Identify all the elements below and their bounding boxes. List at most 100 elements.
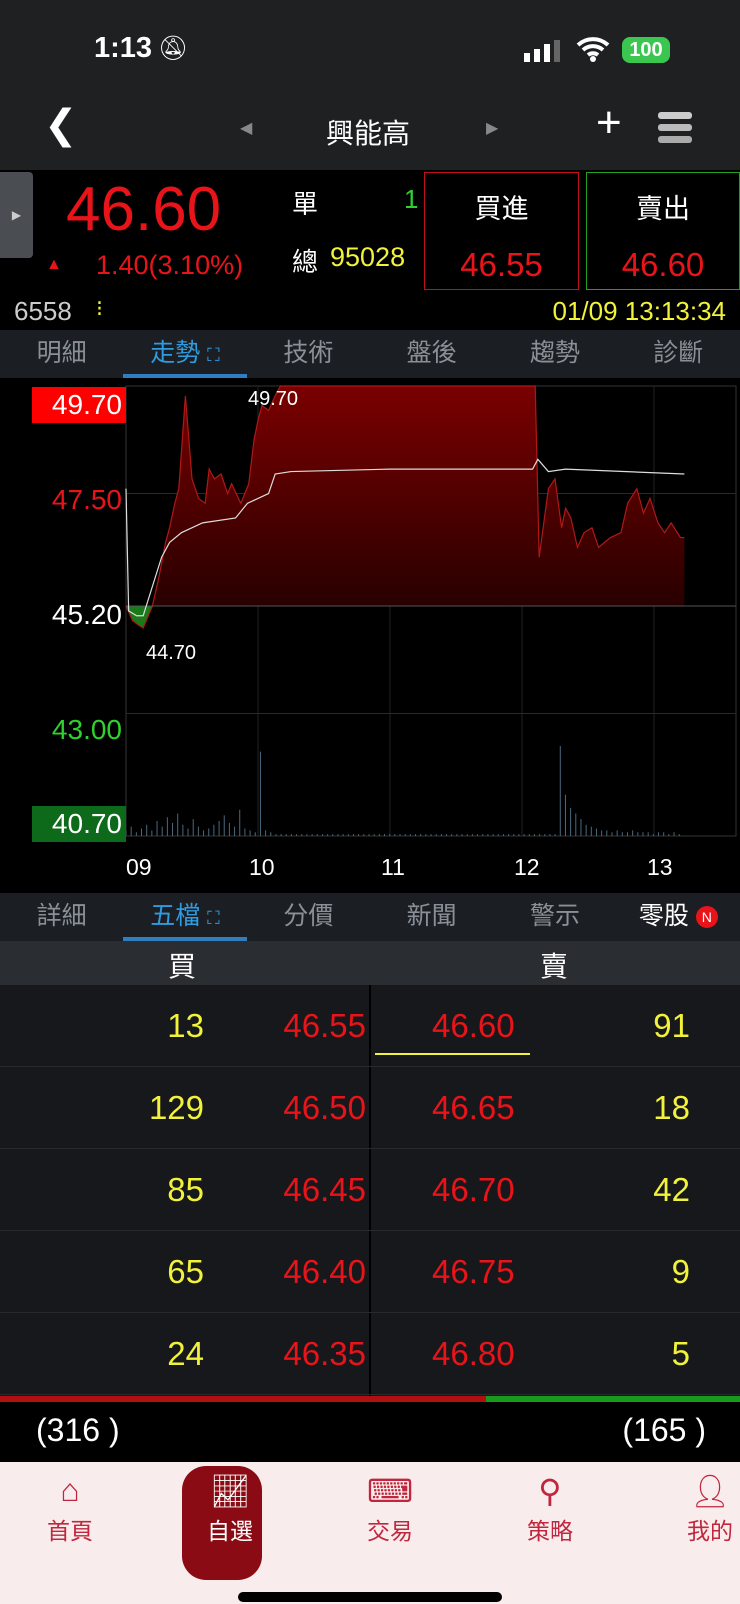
tab-details[interactable]: 詳細 — [36, 902, 87, 930]
back-icon[interactable]: ❮ — [44, 103, 78, 147]
x-tick: 11 — [381, 854, 405, 880]
y-tick: 47.50 — [51, 484, 122, 515]
total-volume: 95028 — [330, 242, 406, 272]
buy-header: 買 — [168, 951, 197, 982]
y-tick-limit-up: 49.70 — [32, 387, 126, 423]
nav-item[interactable]: ⌨ 交易 — [340, 1472, 440, 1546]
code-row: 6558 ⁝ 01/09 13:13:34 — [0, 294, 740, 330]
sell-price[interactable]: 46.80 — [432, 1335, 515, 1372]
nav-label: 策略 — [527, 1518, 573, 1544]
order-book-row: 129 46.50 46.65 18 — [0, 1067, 740, 1149]
tab-odd-lot-label: 零股 — [638, 902, 689, 930]
x-tick: 12 — [514, 854, 540, 880]
nav-item[interactable]: ⚲ 策略 — [500, 1472, 600, 1546]
sell-button[interactable]: 賣出 46.60 — [586, 172, 740, 290]
buy-label: 買進 — [474, 194, 529, 224]
tab-alerts[interactable]: 警示 — [529, 902, 580, 930]
nav-item[interactable]: ⌂ 首頁 — [20, 1472, 120, 1546]
bottom-nav — [0, 1462, 740, 1604]
tab-trend-analysis[interactable]: 趨勢 — [529, 339, 580, 367]
price-area-up — [126, 386, 685, 606]
x-tick: 10 — [249, 854, 275, 880]
menu-icon[interactable] — [658, 112, 692, 143]
buy-price[interactable]: 46.40 — [283, 1253, 366, 1290]
sell-price[interactable]: 46.65 — [432, 1089, 515, 1126]
buy-price[interactable]: 46.35 — [283, 1335, 366, 1372]
intraday-chart[interactable]: 49.70 47.50 45.20 43.00 40.70 49.70 44.7… — [0, 380, 740, 890]
clock: 1:13 — [94, 32, 153, 64]
fullscreen-icon[interactable]: ⛶ — [207, 345, 220, 365]
tab-after-hours[interactable]: 盤後 — [406, 339, 457, 367]
prev-stock-icon[interactable]: ◀ — [240, 120, 253, 137]
buy-price[interactable]: 46.45 — [283, 1171, 366, 1208]
order-book-header: 買 賣 — [0, 941, 740, 985]
quote-datetime: 01/09 13:13:34 — [552, 296, 727, 326]
totals-row: (316 ) (165 ) — [0, 1402, 740, 1460]
x-tick: 09 — [126, 854, 152, 880]
up-arrow-icon: ▲ — [46, 256, 62, 273]
nav-label: 交易 — [367, 1518, 413, 1544]
buy-qty: 129 — [148, 1089, 204, 1126]
average-line — [125, 458, 685, 617]
tab-odd-lot[interactable]: 零股 N — [617, 893, 740, 941]
nav-label: 我的 — [687, 1518, 733, 1544]
buy-sell-ratio-bar — [0, 1396, 740, 1402]
buy-price[interactable]: 46.55 — [283, 1007, 366, 1044]
order-book-row: 13 46.55 46.60 91 — [0, 985, 740, 1067]
sell-price[interactable]: 46.75 — [432, 1253, 515, 1290]
trade-icon: ⌨ — [366, 1473, 414, 1509]
price-change: 1.40(3.10%) — [96, 250, 244, 280]
tab-trend[interactable]: 走勢 ⛶ — [123, 330, 247, 378]
y-tick-reference: 45.20 — [51, 599, 122, 630]
buy-qty: 24 — [167, 1335, 204, 1372]
low-label: 44.70 — [146, 642, 197, 664]
buy-button[interactable]: 買進 46.55 — [424, 172, 579, 290]
chart-svg — [125, 385, 737, 837]
buy-price[interactable]: 46.50 — [283, 1089, 366, 1126]
status-bar: 1:13 🔕︎ 100 — [0, 0, 740, 92]
tab-price-volume[interactable]: 分價 — [283, 902, 334, 930]
buy-qty: 13 — [167, 1007, 204, 1044]
battery-icon: 100 — [622, 37, 670, 63]
new-badge: N — [695, 906, 718, 929]
tab-five-levels-label: 五檔 — [150, 902, 201, 930]
chart-tabs: 明細 走勢 ⛶ 技術 盤後 趨勢 診斷 — [0, 330, 740, 378]
last-price-marker — [375, 1053, 530, 1055]
tab-diagnosis[interactable]: 診斷 — [653, 339, 704, 367]
quote-panel: ▶ 46.60 ▲ 1.40(3.10%) 單 1 總 95028 買進 46.5… — [0, 170, 740, 294]
signal-icon — [524, 40, 560, 62]
next-stock-icon[interactable]: ▶ — [486, 120, 499, 137]
last-price: 46.60 — [66, 175, 222, 244]
single-label: 單 — [292, 189, 319, 219]
sell-qty: 9 — [671, 1253, 690, 1290]
buy-ratio-fill — [0, 1396, 487, 1402]
order-book-row: 85 46.45 46.70 42 — [0, 1149, 740, 1231]
price-line — [125, 385, 685, 629]
sell-price[interactable]: 46.60 — [432, 1007, 515, 1044]
sell-total: (165 ) — [622, 1412, 706, 1448]
sell-qty: 91 — [653, 1007, 690, 1044]
order-book-row: 24 46.35 46.80 5 — [0, 1313, 740, 1395]
home-icon: ⌂ — [60, 1472, 80, 1508]
user-icon: 👤︎ — [689, 1473, 731, 1509]
y-tick: 43.00 — [51, 714, 122, 745]
tab-five-levels[interactable]: 五檔 ⛶ — [123, 893, 247, 941]
nav-item[interactable]: 📈︎ 自選 — [180, 1472, 280, 1546]
switch-icon[interactable]: ⁝ — [96, 296, 103, 321]
tab-news[interactable]: 新聞 — [406, 902, 457, 930]
sell-price[interactable]: 46.70 — [432, 1171, 515, 1208]
search-strategy-icon: ⚲ — [538, 1473, 562, 1509]
buy-qty: 85 — [167, 1171, 204, 1208]
nav-label: 首頁 — [47, 1518, 93, 1544]
expand-panel-button[interactable]: ▶ — [0, 172, 33, 258]
active-nav-bg — [182, 1466, 262, 1580]
add-icon[interactable]: + — [596, 98, 622, 147]
tab-technical[interactable]: 技術 — [283, 339, 334, 367]
divider — [369, 985, 371, 1396]
nav-item[interactable]: 👤︎ 我的 — [660, 1472, 740, 1546]
home-indicator — [238, 1592, 502, 1602]
high-label: 49.70 — [248, 388, 299, 410]
fullscreen-icon[interactable]: ⛶ — [207, 908, 220, 928]
tab-detail[interactable]: 明細 — [36, 339, 87, 367]
info-tabs: 詳細 五檔 ⛶ 分價 新聞 警示 零股 N — [0, 893, 740, 941]
